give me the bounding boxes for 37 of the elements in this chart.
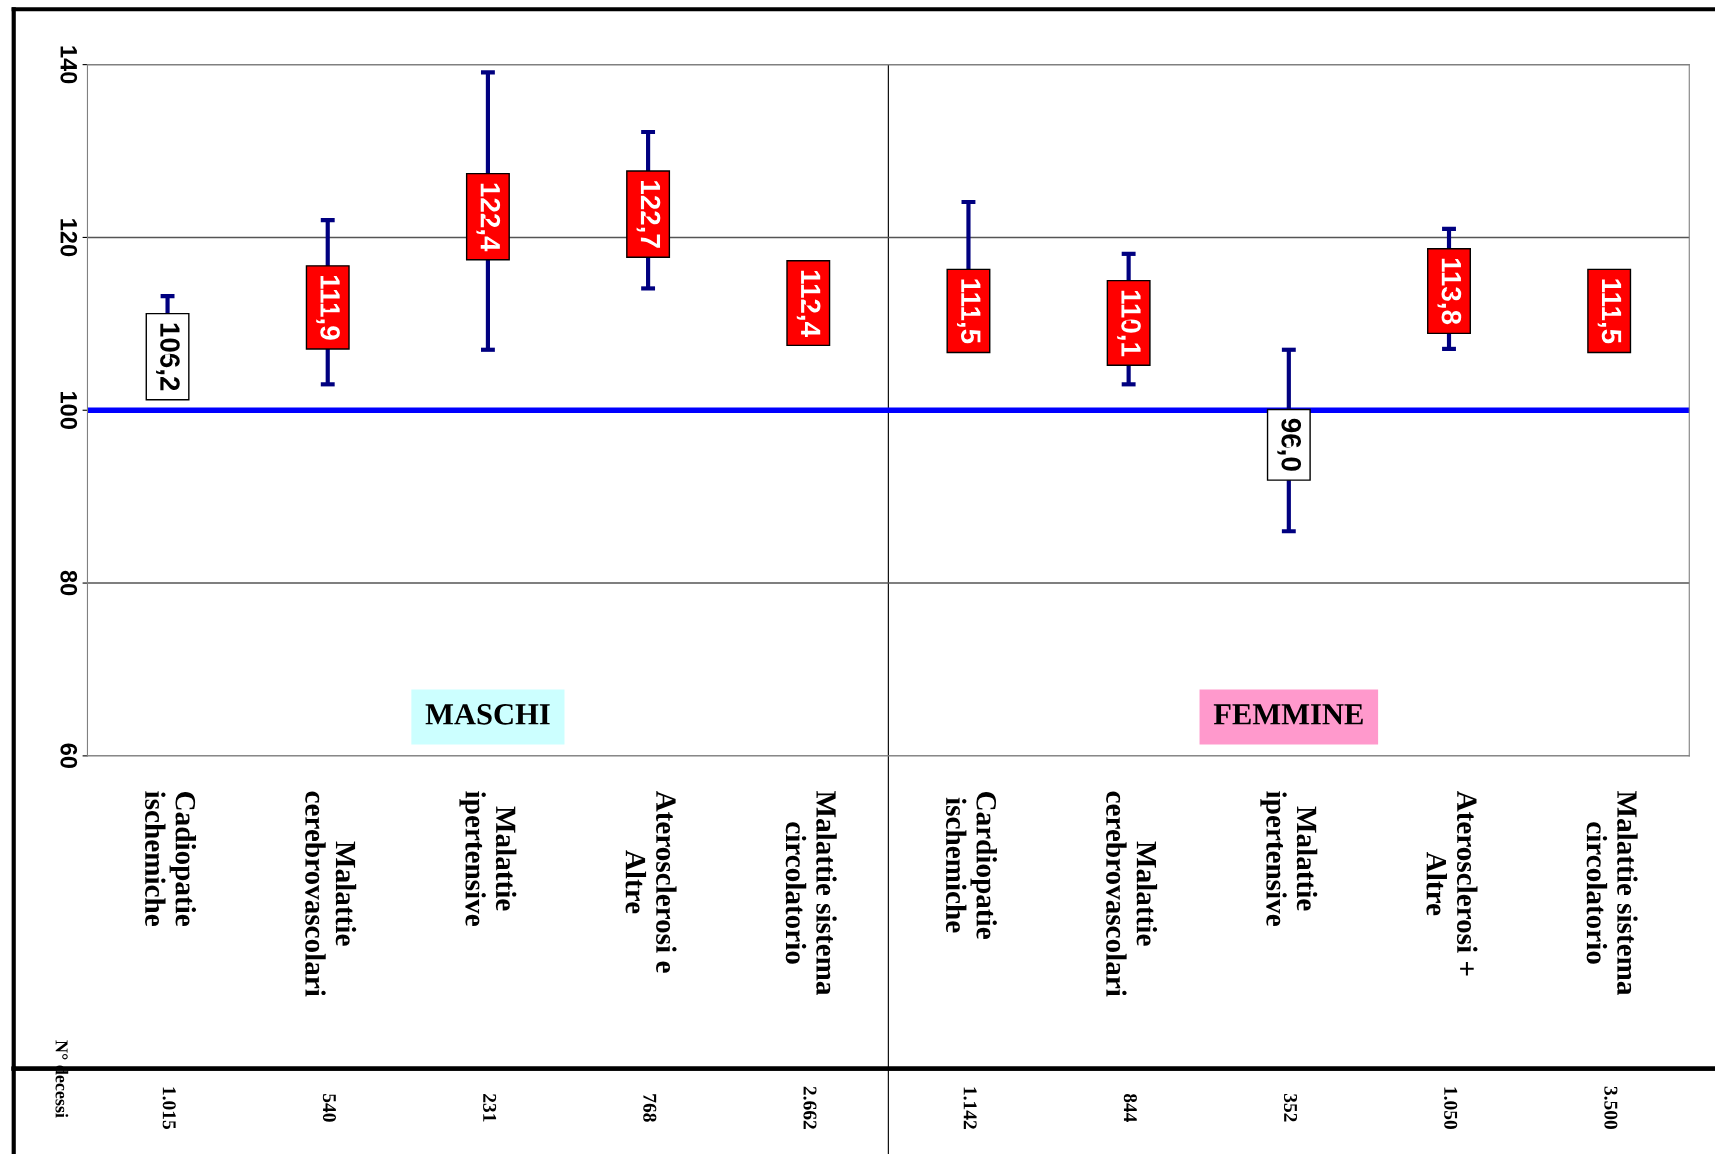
x-tick-label: Cardiopatie ischemiche — [945, 792, 997, 939]
data-label: 110,1 — [1117, 290, 1141, 357]
data-label: 113,8 — [1437, 258, 1462, 325]
text: 2.662 — [803, 1086, 817, 1129]
text: 352 — [1283, 1093, 1298, 1122]
text: 768 — [643, 1094, 657, 1122]
x-tick-label: Malattie cerebrovascolari — [1106, 791, 1158, 997]
y-tick-label: 80 — [60, 570, 78, 596]
text: 1.050 — [1444, 1087, 1458, 1129]
text: 844 — [1123, 1093, 1137, 1123]
x-tick-label: Aterosclerosi + Altre — [1426, 790, 1478, 976]
text: 3.500 — [1604, 1086, 1618, 1129]
data-label: 106,2 — [156, 323, 180, 391]
y-tick-label: 120 — [60, 219, 78, 257]
text: 1.015 — [162, 1087, 176, 1129]
x-tick-label: Aterosclerosi e Altre — [625, 790, 677, 973]
text: 231 — [483, 1094, 497, 1122]
x-tick-label: Malattie sistema circolatorio — [1586, 791, 1638, 996]
data-label: 96,0 — [1277, 418, 1302, 471]
text: 1.142 — [963, 1087, 977, 1129]
text: 540 — [322, 1094, 336, 1122]
x-tick-label: Cadiopatie ischemiche — [145, 791, 197, 926]
y-tick-label: 140 — [60, 46, 78, 84]
annotation: FEMMINE — [1213, 704, 1363, 725]
y-tick-label: 100 — [60, 392, 78, 429]
data-label: 112,4 — [796, 270, 821, 337]
x-tick-label: Malattie ipertensive — [459, 791, 517, 926]
data-label: 111,5 — [956, 279, 981, 344]
data-label: 122,7 — [636, 181, 661, 248]
x-tick-label: Malattie sistema circolatorio — [785, 791, 837, 996]
x-tick-label: Malattie ipertensive — [1260, 791, 1318, 926]
annotation: MASCHI — [425, 704, 550, 725]
x-tick-label: Malattie cerebrovascolari — [305, 791, 357, 997]
data-label: 122,4 — [476, 183, 501, 252]
data-label: 111,9 — [316, 275, 340, 340]
data-label: 111,5 — [1597, 279, 1622, 344]
y-tick-label: 60 — [60, 743, 78, 769]
